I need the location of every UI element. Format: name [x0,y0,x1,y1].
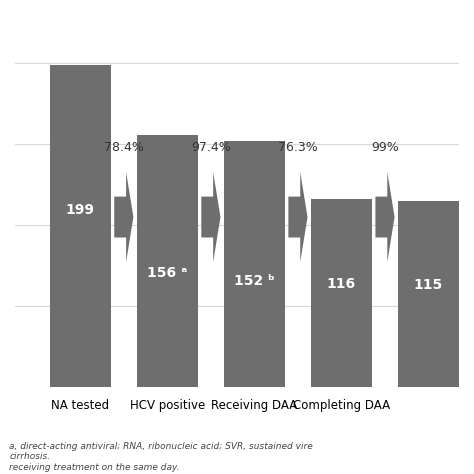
Text: 97.4%: 97.4% [191,141,231,154]
Text: 76.3%: 76.3% [278,141,318,154]
Polygon shape [201,172,220,262]
Text: a, direct-acting antiviral; RNA, ribonucleic acid; SVR, sustained vire
cirrhosis: a, direct-acting antiviral; RNA, ribonuc… [9,442,313,472]
Text: 78.4%: 78.4% [104,141,144,154]
Text: 116: 116 [327,277,356,291]
Text: 152 ᵇ: 152 ᵇ [234,274,275,288]
Bar [224,141,285,387]
Text: 156 ᵃ: 156 ᵃ [147,266,188,280]
Polygon shape [288,172,308,262]
Bar [398,201,459,387]
Text: 115: 115 [414,278,443,292]
Bar [137,135,198,387]
Text: 199: 199 [66,203,95,217]
Text: 99%: 99% [371,141,399,154]
Polygon shape [114,172,133,262]
Bar [50,65,111,387]
Bar [311,199,372,387]
Polygon shape [375,172,394,262]
